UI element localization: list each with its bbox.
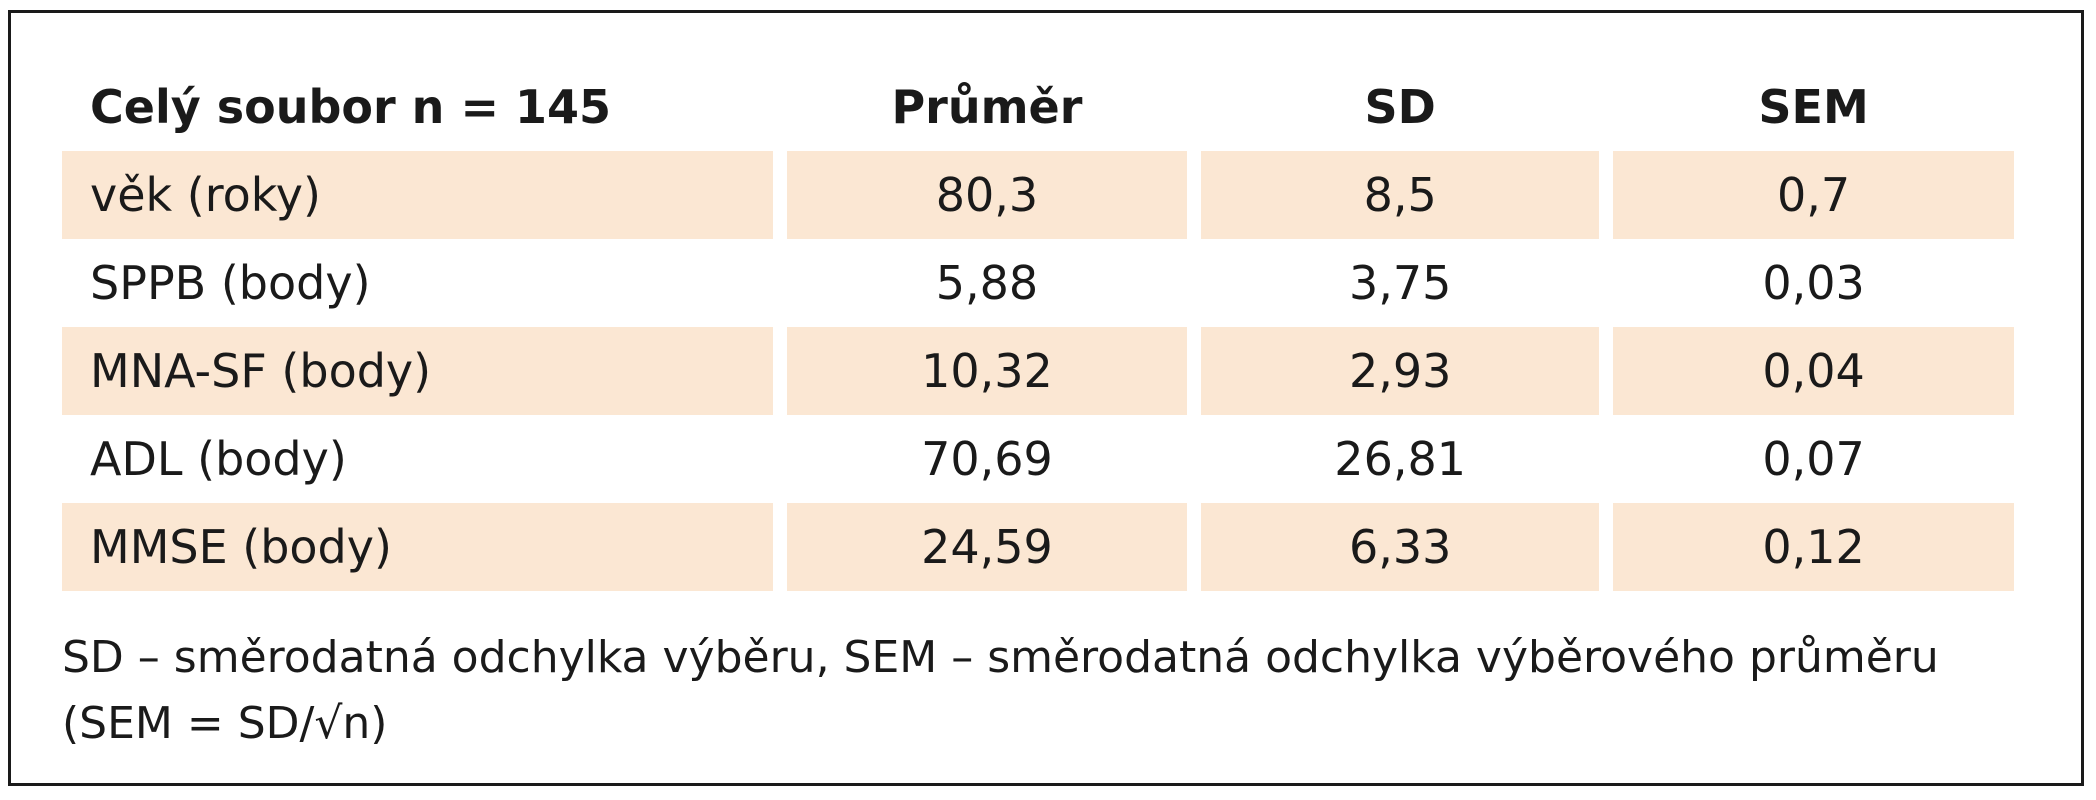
table-row: MNA-SF (body) 10,32 2,93 0,04 xyxy=(62,327,2014,415)
cell-sem: 0,03 xyxy=(1762,256,1865,310)
header-cohort: Celý soubor n = 145 xyxy=(90,80,612,134)
cell-sem: 0,7 xyxy=(1613,151,2014,239)
table-header-row: Celý soubor n = 145 Průměr SD SEM xyxy=(62,63,2014,151)
cell-sem: 0,12 xyxy=(1613,503,2014,591)
row-label: ADL (body) xyxy=(90,432,347,486)
cell-sem: 0,07 xyxy=(1762,432,1865,486)
table-row: ADL (body) 70,69 26,81 0,07 xyxy=(62,415,2014,503)
cell-sd: 8,5 xyxy=(1201,151,1600,239)
cell-mean: 80,3 xyxy=(786,151,1188,239)
row-label: věk (roky) xyxy=(62,151,773,239)
cell-sd: 3,75 xyxy=(1348,256,1452,310)
cell-sd: 2,93 xyxy=(1201,327,1600,415)
cell-sd: 6,33 xyxy=(1201,503,1600,591)
row-label: MNA-SF (body) xyxy=(62,327,773,415)
header-sd: SD xyxy=(1364,80,1436,134)
footnote-line-1: SD – směrodatná odchylka výběru, SEM – s… xyxy=(62,632,1939,683)
header-mean: Průměr xyxy=(891,80,1083,134)
row-label: MMSE (body) xyxy=(62,503,773,591)
table-frame: Celý soubor n = 145 Průměr SD SEM věk (r… xyxy=(8,10,2084,786)
cell-sd: 26,81 xyxy=(1334,432,1466,486)
cell-mean: 10,32 xyxy=(786,327,1188,415)
header-sem: SEM xyxy=(1758,80,1869,134)
table-row: MMSE (body) 24,59 6,33 0,12 xyxy=(62,503,2014,591)
cell-sem: 0,04 xyxy=(1613,327,2014,415)
cell-mean: 5,88 xyxy=(935,256,1039,310)
statistics-table: Celý soubor n = 145 Průměr SD SEM věk (r… xyxy=(48,63,2028,591)
row-label: SPPB (body) xyxy=(90,256,371,310)
footnote-line-2: (SEM = SD/√n) xyxy=(62,698,388,749)
table-footnote: SD – směrodatná odchylka výběru, SEM – s… xyxy=(62,625,2052,757)
cell-mean: 24,59 xyxy=(786,503,1188,591)
table-row: SPPB (body) 5,88 3,75 0,03 xyxy=(62,239,2014,327)
table-row: věk (roky) 80,3 8,5 0,7 xyxy=(62,151,2014,239)
cell-mean: 70,69 xyxy=(921,432,1053,486)
